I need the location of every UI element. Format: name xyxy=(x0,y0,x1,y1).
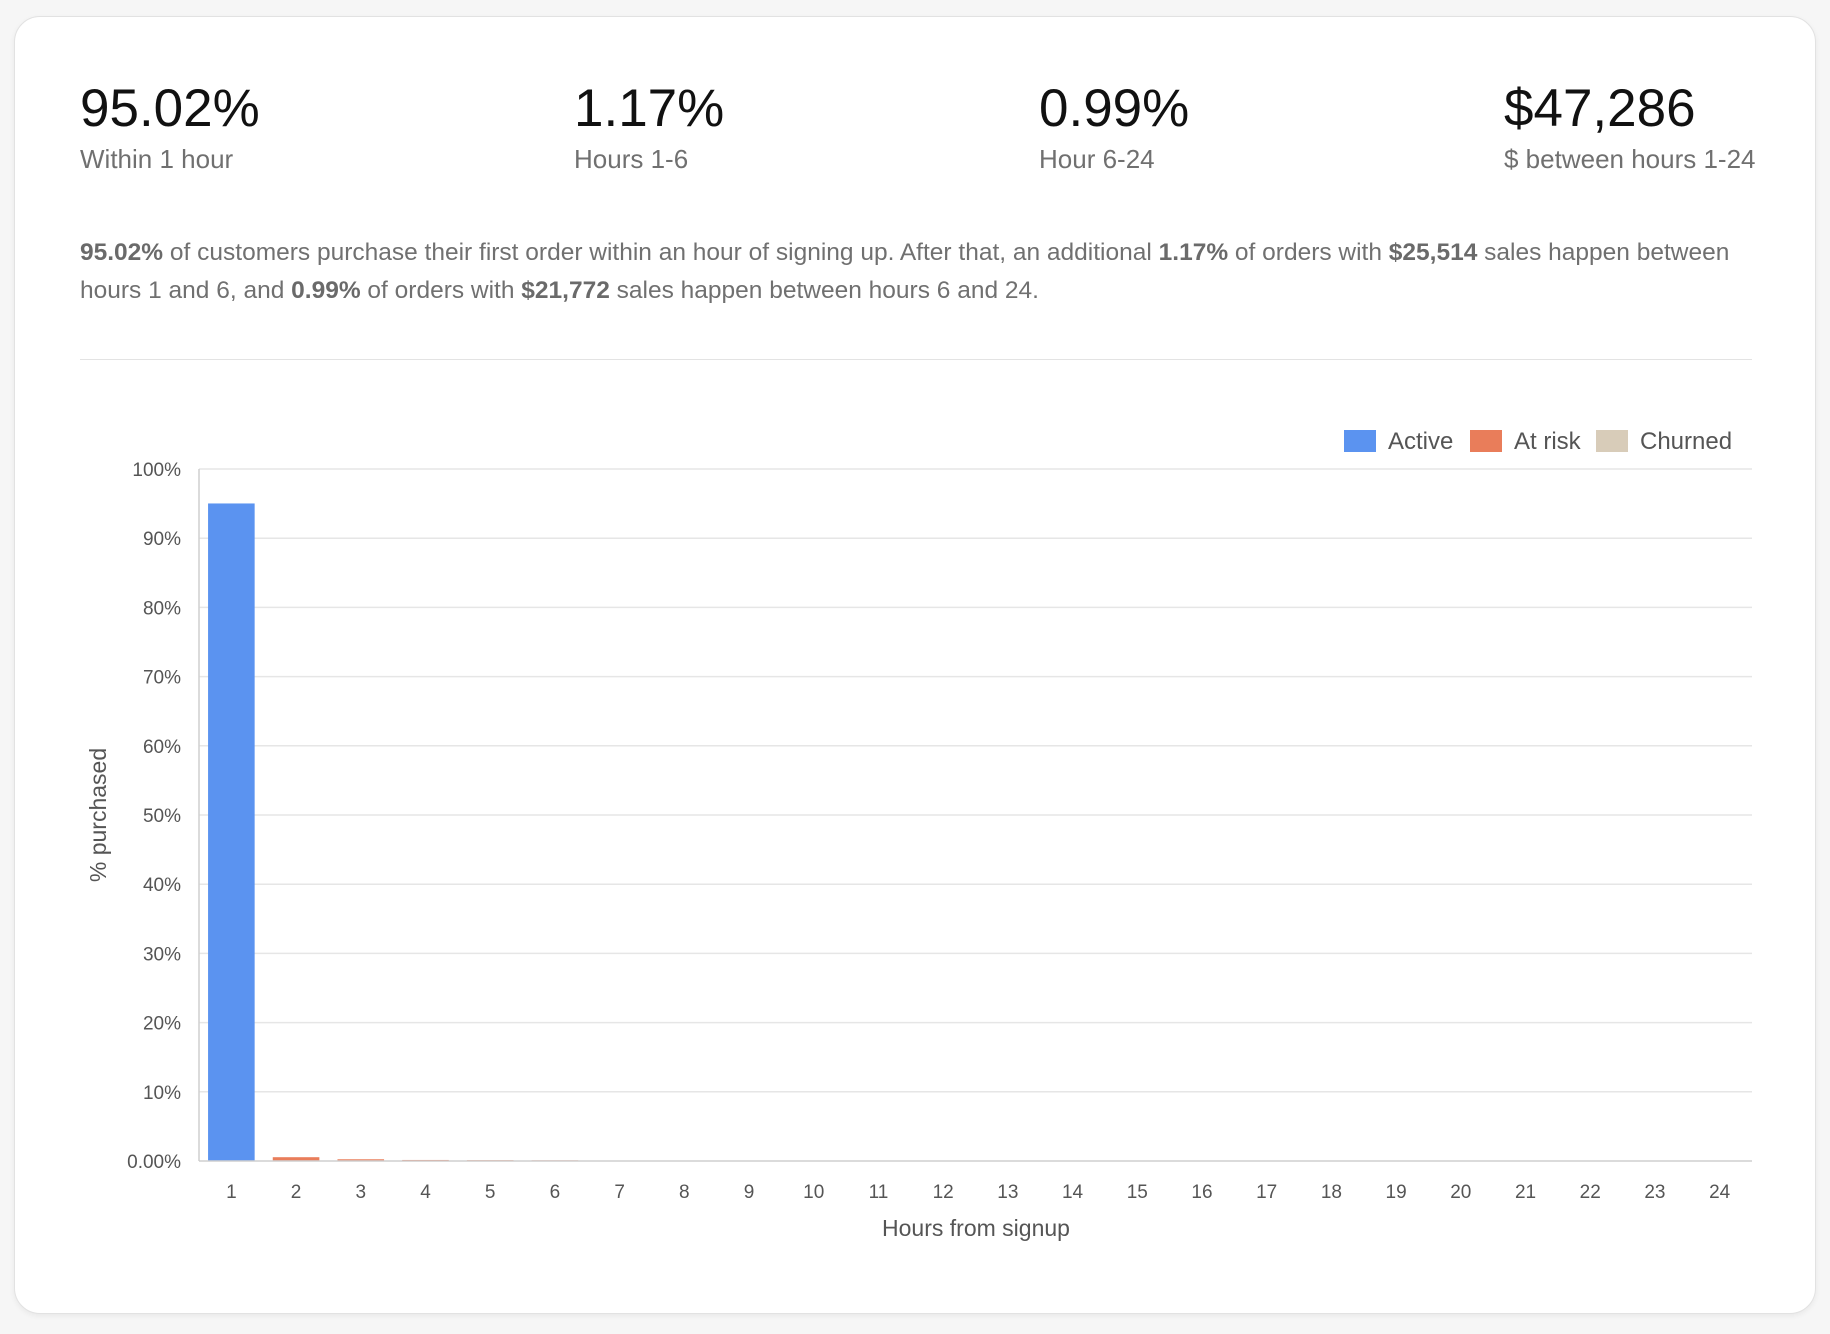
x-tick-label: 17 xyxy=(1256,1182,1277,1203)
x-tick-label: 12 xyxy=(933,1182,954,1203)
legend-label: Active xyxy=(1388,428,1453,455)
y-tick-label: 60% xyxy=(143,737,181,758)
x-tick-label: 9 xyxy=(744,1182,755,1203)
y-tick-label: 50% xyxy=(143,806,181,827)
bar-active xyxy=(208,503,255,1161)
stat-label: Within 1 hour xyxy=(80,144,234,174)
x-tick-label: 1 xyxy=(226,1182,237,1203)
bars xyxy=(208,503,1743,1161)
x-tick-label: 6 xyxy=(550,1182,561,1203)
stat-label: $ between hours 1-24 xyxy=(1504,144,1756,174)
x-tick-label: 16 xyxy=(1191,1182,1212,1203)
x-tick-label: 10 xyxy=(803,1182,824,1203)
summary-paragraph: 95.02% of customers purchase their first… xyxy=(80,234,1760,310)
x-tick-label: 13 xyxy=(997,1182,1018,1203)
y-tick-label: 30% xyxy=(143,944,181,965)
x-tick-label: 18 xyxy=(1321,1182,1342,1203)
y-tick-label: 90% xyxy=(143,529,181,550)
grid-lines xyxy=(199,468,1752,1093)
x-tick-label: 23 xyxy=(1644,1182,1665,1203)
bar-at-risk xyxy=(272,1157,320,1161)
x-tick-label: 21 xyxy=(1515,1182,1536,1203)
x-axis-title: Hours from signup xyxy=(882,1215,1070,1241)
x-tick-label: 19 xyxy=(1386,1182,1407,1203)
stat-label: Hour 6-24 xyxy=(1039,144,1155,174)
stat-hours-1-6: 1.17% Hours 1-6 xyxy=(574,78,724,176)
stat-within-1-hour: 95.02% Within 1 hour xyxy=(80,78,260,176)
x-tick-label: 2 xyxy=(291,1182,302,1203)
summary-text: of customers purchase their first order … xyxy=(163,239,1159,266)
summary-bold: 95.02% xyxy=(80,239,164,266)
summary-bold: $25,514 xyxy=(1388,239,1478,266)
legend-swatch xyxy=(1344,430,1376,452)
summary-bold: 1.17% xyxy=(1158,239,1229,266)
bar-at-risk xyxy=(337,1159,385,1161)
y-tick-label: 10% xyxy=(143,1083,181,1104)
x-tick-label: 8 xyxy=(679,1182,690,1203)
x-tick-label: 22 xyxy=(1580,1182,1601,1203)
axes: 0.00%10%20%30%40%50%60%70%80%90%100%1 2 3 4… xyxy=(127,460,1752,1203)
x-tick-label: 4 xyxy=(420,1182,431,1203)
x-tick-label: 24 xyxy=(1709,1182,1731,1203)
y-tick-label: 100% xyxy=(132,460,181,481)
stat-value: 0.99% xyxy=(1039,79,1190,138)
x-tick-label: 11 xyxy=(869,1182,889,1203)
legend-label: Churned xyxy=(1640,428,1732,455)
summary-bold: 0.99% xyxy=(291,277,361,304)
legend-swatch xyxy=(1470,430,1502,452)
y-tick-label: 80% xyxy=(143,598,181,619)
x-tick-label: 20 xyxy=(1450,1182,1471,1203)
divider xyxy=(80,359,1752,360)
x-tick-label: 7 xyxy=(614,1182,625,1203)
stat-label: Hours 1-6 xyxy=(574,144,689,174)
y-axis-title: % purchased xyxy=(85,748,111,882)
x-tick-label: 14 xyxy=(1062,1182,1084,1203)
y-tick-label: 40% xyxy=(143,875,181,896)
legend: Active At risk Churned xyxy=(1344,428,1732,455)
summary-text: of orders with xyxy=(360,277,522,304)
summary-text: of orders with xyxy=(1228,239,1389,266)
legend-label: At risk xyxy=(1514,428,1582,455)
y-tick-label: 70% xyxy=(143,668,181,689)
y-tick-label: 0.00% xyxy=(127,1152,181,1173)
x-tick-label: 3 xyxy=(355,1182,366,1203)
summary-card xyxy=(14,16,1816,1314)
legend-swatch xyxy=(1596,430,1628,452)
stat-value: $47,286 xyxy=(1504,79,1696,138)
summary-text: sales happen between hours 1 and 6, and xyxy=(80,239,1730,304)
y-tick-label: 20% xyxy=(143,1014,181,1035)
stat-value: 1.17% xyxy=(574,79,725,138)
stat-hour-6-24: 0.99% Hour 6-24 xyxy=(1039,78,1189,176)
stat-value: 95.02% xyxy=(80,79,260,138)
x-tick-label: 5 xyxy=(485,1182,496,1203)
summary-bold: $21,772 xyxy=(521,277,610,304)
stat-dollars-hours-1-24: $47,286 $ between hours 1-24 xyxy=(1504,78,1756,176)
summary-text: sales happen between hours 6 and 24. xyxy=(609,277,1039,304)
x-tick-label: 15 xyxy=(1127,1182,1148,1203)
